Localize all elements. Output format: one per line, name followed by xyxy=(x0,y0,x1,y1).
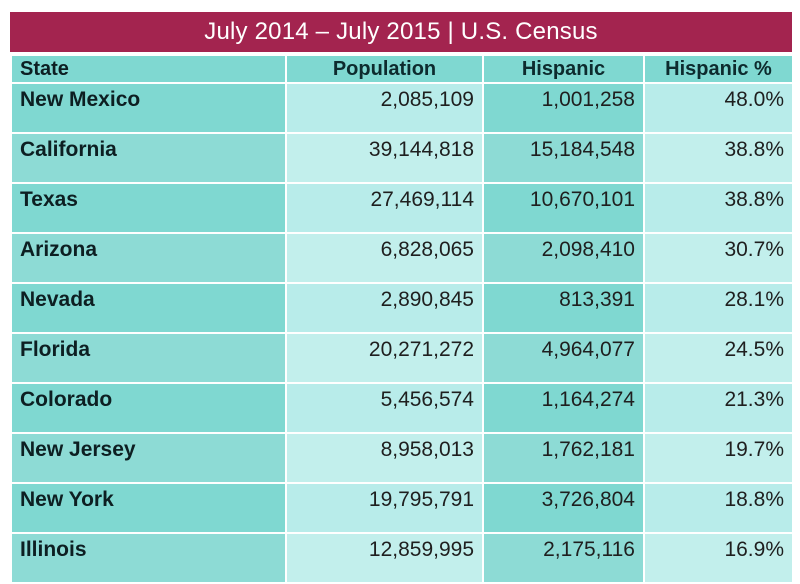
census-table: State Population Hispanic Hispanic % New… xyxy=(10,54,794,584)
cell-hispanic: 3,726,804 xyxy=(482,482,645,534)
cell-state: Illinois xyxy=(10,532,287,584)
cell-population: 27,469,114 xyxy=(285,182,484,234)
cell-hispanic-percent: 48.0% xyxy=(643,82,794,134)
cell-population: 2,085,109 xyxy=(285,82,484,134)
cell-state: Florida xyxy=(10,332,287,384)
cell-hispanic-percent: 30.7% xyxy=(643,232,794,284)
cell-population: 2,890,845 xyxy=(285,282,484,334)
cell-state: Nevada xyxy=(10,282,287,334)
table-row: Colorado 5,456,574 1,164,274 21.3% xyxy=(10,382,794,434)
cell-state: New York xyxy=(10,482,287,534)
cell-hispanic-percent: 21.3% xyxy=(643,382,794,434)
cell-hispanic-percent: 38.8% xyxy=(643,182,794,234)
cell-hispanic: 1,164,274 xyxy=(482,382,645,434)
cell-state: Arizona xyxy=(10,232,287,284)
table-row: New Mexico 2,085,109 1,001,258 48.0% xyxy=(10,82,794,134)
table-row: Florida 20,271,272 4,964,077 24.5% xyxy=(10,332,794,384)
cell-state: California xyxy=(10,132,287,184)
header-hispanic-percent: Hispanic % xyxy=(643,54,794,84)
table-row: Illinois 12,859,995 2,175,116 16.9% xyxy=(10,532,794,584)
table-body: New Mexico 2,085,109 1,001,258 48.0% Cal… xyxy=(10,82,794,584)
table-row: Nevada 2,890,845 813,391 28.1% xyxy=(10,282,794,334)
table-row: Arizona 6,828,065 2,098,410 30.7% xyxy=(10,232,794,284)
header-population: Population xyxy=(285,54,484,84)
table-title: July 2014 – July 2015 | U.S. Census xyxy=(10,12,792,54)
table-row: California 39,144,818 15,184,548 38.8% xyxy=(10,132,794,184)
cell-hispanic-percent: 24.5% xyxy=(643,332,794,384)
cell-hispanic: 4,964,077 xyxy=(482,332,645,384)
cell-hispanic: 2,098,410 xyxy=(482,232,645,284)
cell-population: 19,795,791 xyxy=(285,482,484,534)
header-hispanic: Hispanic xyxy=(482,54,645,84)
cell-population: 12,859,995 xyxy=(285,532,484,584)
cell-population: 6,828,065 xyxy=(285,232,484,284)
cell-hispanic: 1,001,258 xyxy=(482,82,645,134)
cell-hispanic-percent: 16.9% xyxy=(643,532,794,584)
table-row: Texas 27,469,114 10,670,101 38.8% xyxy=(10,182,794,234)
cell-hispanic-percent: 28.1% xyxy=(643,282,794,334)
cell-state: Colorado xyxy=(10,382,287,434)
cell-population: 8,958,013 xyxy=(285,432,484,484)
cell-hispanic: 2,175,116 xyxy=(482,532,645,584)
cell-hispanic: 10,670,101 xyxy=(482,182,645,234)
cell-hispanic: 1,762,181 xyxy=(482,432,645,484)
census-table-slide: July 2014 – July 2015 | U.S. Census Stat… xyxy=(10,12,794,584)
header-state: State xyxy=(10,54,287,84)
cell-population: 39,144,818 xyxy=(285,132,484,184)
cell-state: New Mexico xyxy=(10,82,287,134)
cell-state: Texas xyxy=(10,182,287,234)
cell-state: New Jersey xyxy=(10,432,287,484)
table-row: New York 19,795,791 3,726,804 18.8% xyxy=(10,482,794,534)
cell-hispanic-percent: 19.7% xyxy=(643,432,794,484)
cell-hispanic: 15,184,548 xyxy=(482,132,645,184)
table-row: New Jersey 8,958,013 1,762,181 19.7% xyxy=(10,432,794,484)
cell-hispanic: 813,391 xyxy=(482,282,645,334)
cell-hispanic-percent: 18.8% xyxy=(643,482,794,534)
table-header: State Population Hispanic Hispanic % xyxy=(10,54,794,84)
header-row: State Population Hispanic Hispanic % xyxy=(10,54,794,84)
cell-population: 20,271,272 xyxy=(285,332,484,384)
cell-population: 5,456,574 xyxy=(285,382,484,434)
cell-hispanic-percent: 38.8% xyxy=(643,132,794,184)
